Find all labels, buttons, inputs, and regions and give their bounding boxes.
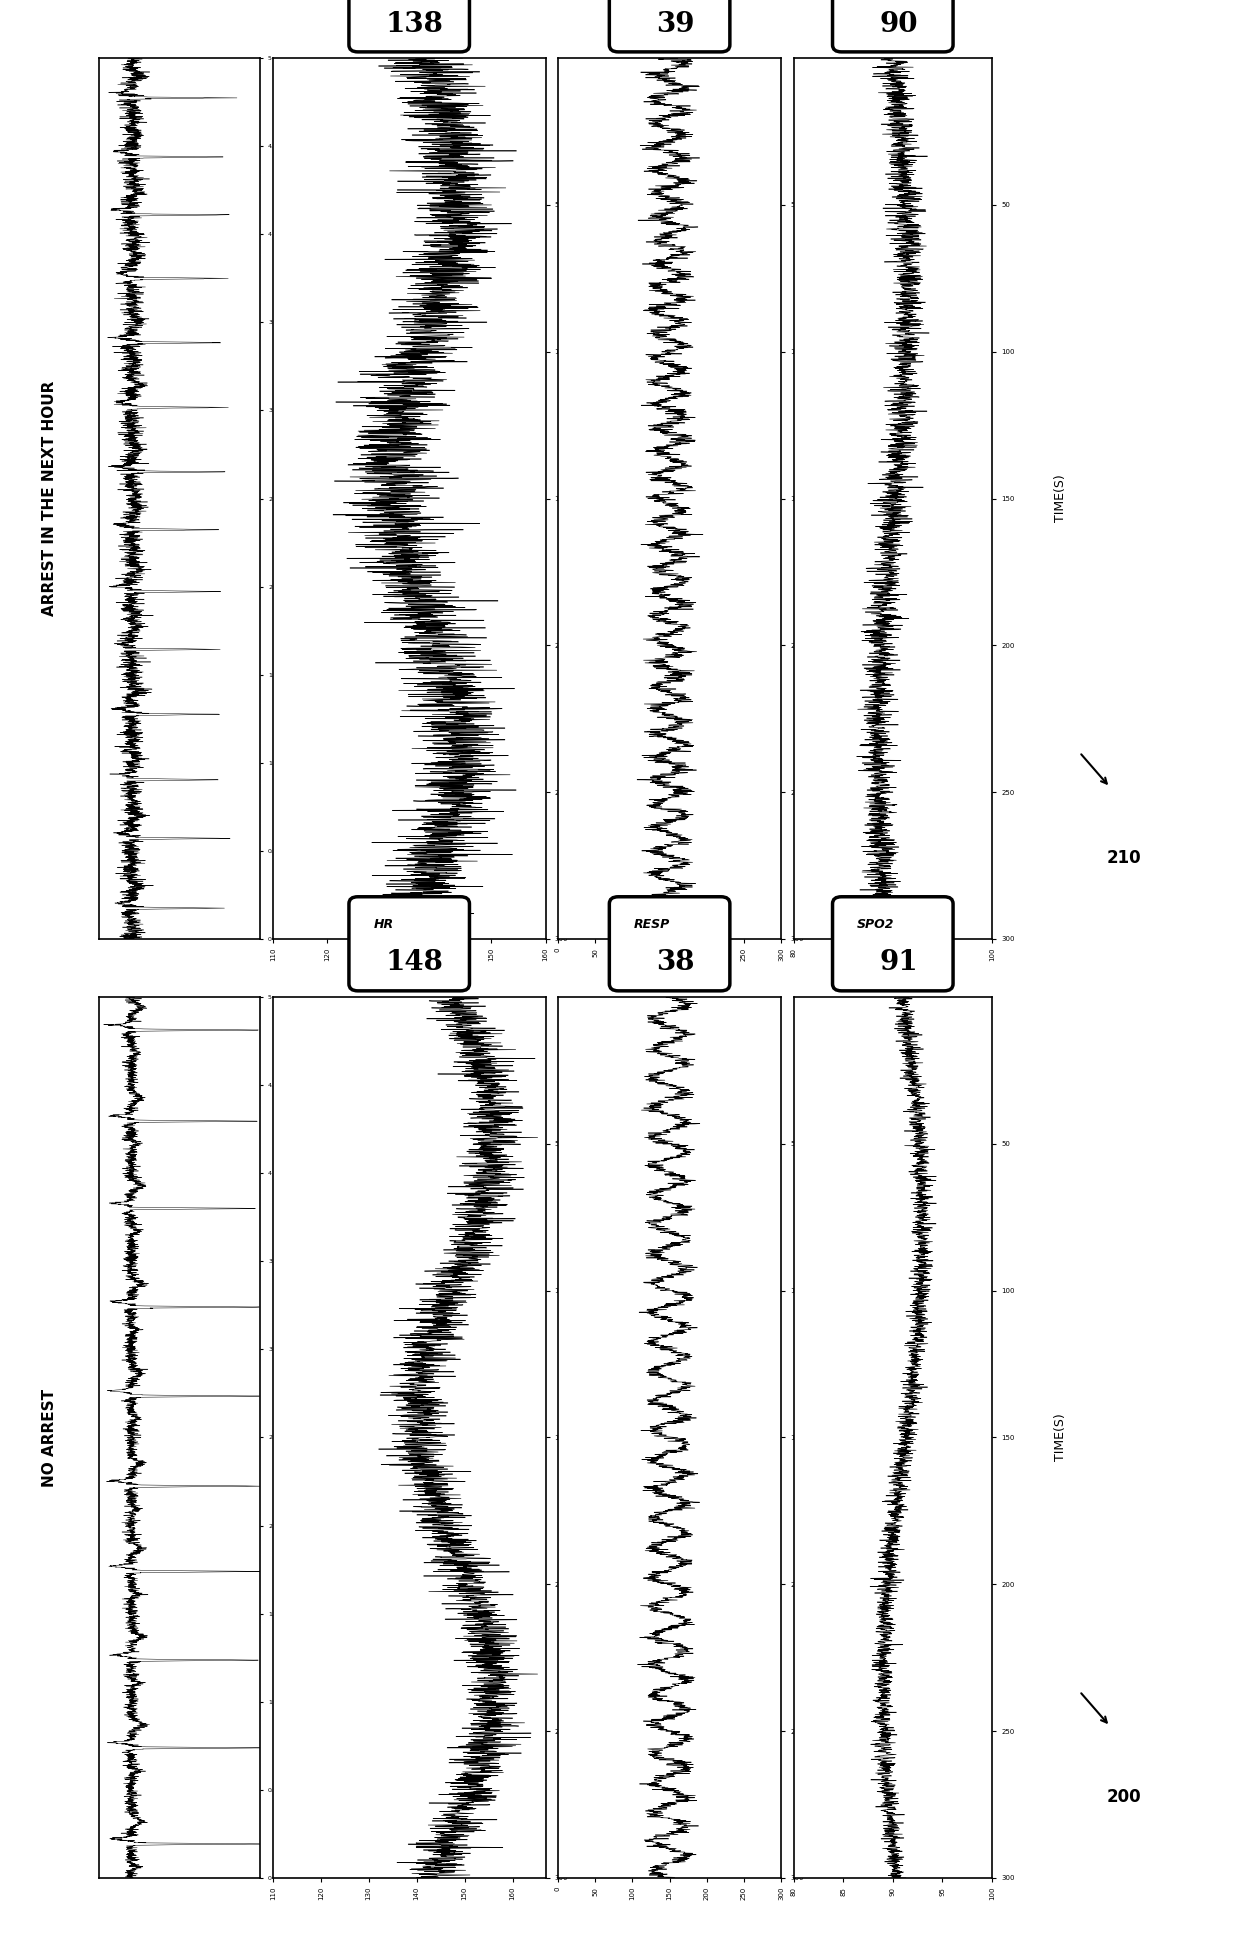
Text: 138: 138 bbox=[386, 10, 444, 37]
FancyBboxPatch shape bbox=[832, 896, 954, 991]
Text: RESP: RESP bbox=[634, 918, 670, 931]
Text: HR: HR bbox=[373, 918, 393, 931]
Text: 38: 38 bbox=[656, 949, 694, 976]
FancyBboxPatch shape bbox=[609, 0, 730, 52]
Text: 148: 148 bbox=[386, 949, 444, 976]
Text: 200: 200 bbox=[1106, 1789, 1141, 1806]
FancyBboxPatch shape bbox=[832, 0, 954, 52]
Text: NO ARREST: NO ARREST bbox=[42, 1388, 57, 1487]
Text: 90: 90 bbox=[879, 10, 918, 37]
Text: SPO2: SPO2 bbox=[857, 918, 894, 931]
Text: ARREST IN THE NEXT HOUR: ARREST IN THE NEXT HOUR bbox=[42, 381, 57, 616]
Text: 210: 210 bbox=[1106, 850, 1141, 867]
FancyBboxPatch shape bbox=[348, 0, 470, 52]
FancyBboxPatch shape bbox=[348, 896, 470, 991]
Text: 39: 39 bbox=[656, 10, 694, 37]
Text: TIME(S): TIME(S) bbox=[1054, 474, 1066, 523]
Text: TIME(S): TIME(S) bbox=[1054, 1413, 1066, 1462]
Text: 91: 91 bbox=[879, 949, 918, 976]
FancyBboxPatch shape bbox=[609, 896, 730, 991]
